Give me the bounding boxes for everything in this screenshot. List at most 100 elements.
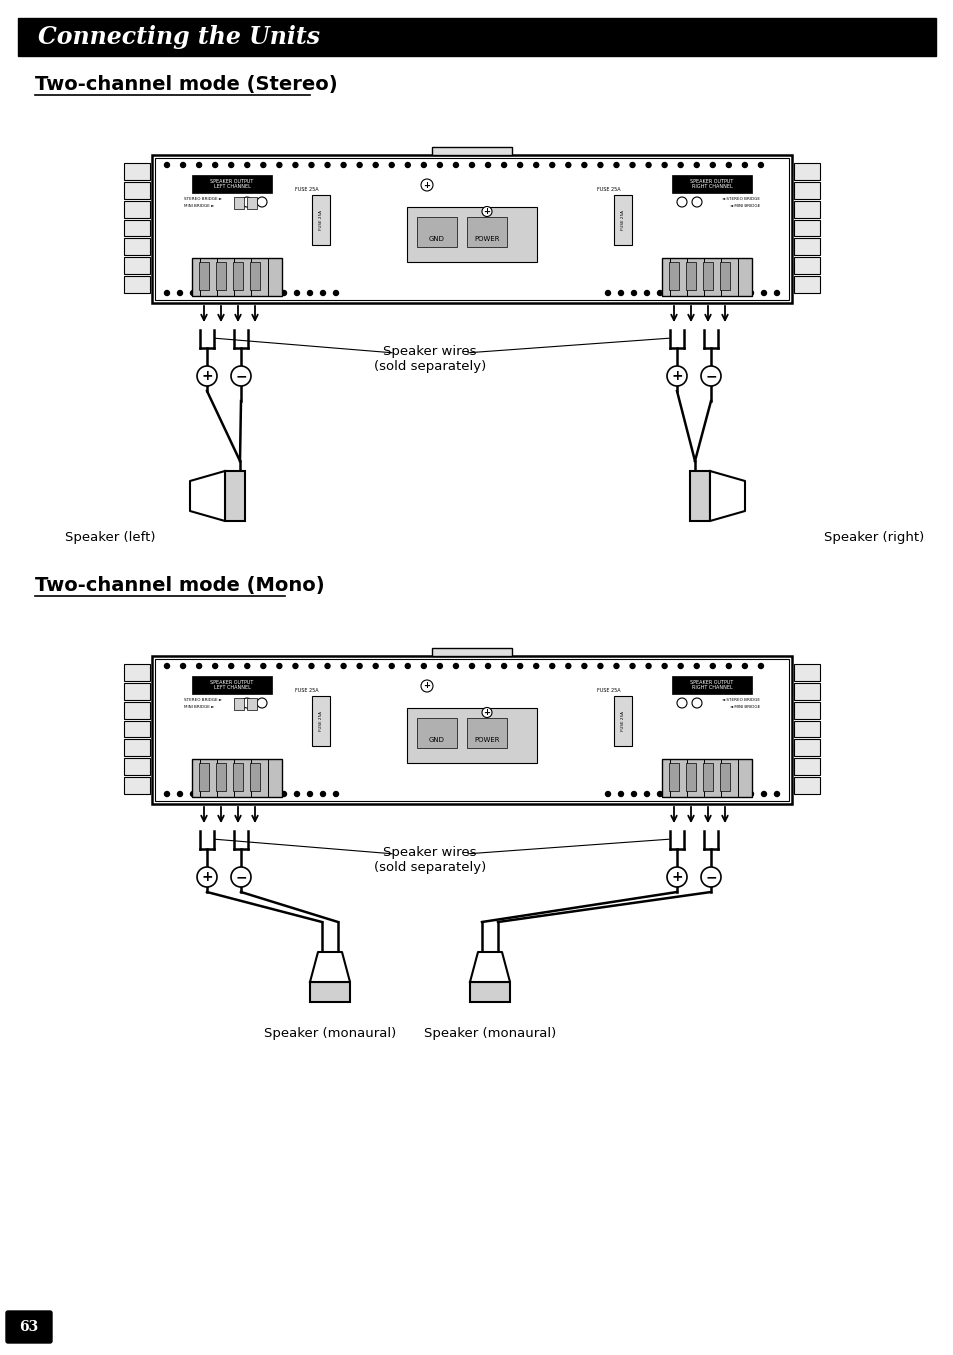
Bar [124,182,150,199]
Text: +: + [423,682,430,691]
Circle shape [735,791,740,797]
Circle shape [320,791,325,797]
Circle shape [260,163,266,168]
Circle shape [678,163,682,168]
Circle shape [565,664,570,668]
Circle shape [469,664,474,668]
Text: ◄ MINI BRIDGE: ◄ MINI BRIDGE [729,205,760,209]
Circle shape [533,664,538,668]
Bar [470,982,510,1001]
Circle shape [196,664,201,668]
Circle shape [682,290,688,295]
Circle shape [760,791,765,797]
Circle shape [356,163,362,168]
Bar [671,175,751,192]
Circle shape [644,290,649,295]
Bar [192,175,272,192]
Text: +: + [423,180,430,190]
Circle shape [670,791,675,797]
Circle shape [725,163,731,168]
Circle shape [614,163,618,168]
Text: Two-channel mode (Mono): Two-channel mode (Mono) [35,576,324,595]
Circle shape [309,163,314,168]
Circle shape [678,664,682,668]
Circle shape [256,196,267,207]
Circle shape [645,664,650,668]
Circle shape [276,163,281,168]
Circle shape [256,698,267,709]
Circle shape [196,366,216,386]
Circle shape [281,791,286,797]
Circle shape [709,290,714,295]
Bar [467,217,506,247]
Bar [793,182,820,199]
Circle shape [721,791,727,797]
Bar [124,257,150,274]
Circle shape [598,163,602,168]
Circle shape [180,664,185,668]
Circle shape [725,664,731,668]
Circle shape [629,163,635,168]
Text: Speaker wires
(sold separately): Speaker wires (sold separately) [374,346,486,373]
Circle shape [421,664,426,668]
Circle shape [774,791,779,797]
Circle shape [242,698,252,709]
Text: SPEAKER OUTPUT
LEFT CHANNEL: SPEAKER OUTPUT LEFT CHANNEL [210,680,253,691]
Circle shape [677,698,686,709]
Circle shape [657,290,661,295]
Bar [247,196,256,209]
Circle shape [373,163,377,168]
Circle shape [196,163,201,168]
Bar [124,759,150,775]
Bar [614,696,631,747]
Bar [312,195,330,245]
Circle shape [682,791,688,797]
Bar [702,763,712,791]
Circle shape [196,867,216,888]
Bar [124,721,150,737]
Text: −: − [704,870,716,883]
Bar [793,740,820,756]
Bar [233,196,244,209]
Bar [432,648,512,656]
Circle shape [164,664,170,668]
Circle shape [268,791,274,797]
Bar [233,262,243,290]
Bar [793,683,820,699]
Bar [685,763,696,791]
Bar [233,763,243,791]
Circle shape [666,366,686,386]
Circle shape [598,664,602,668]
Circle shape [177,290,182,295]
Bar [154,659,788,801]
Text: STEREO BRIDGE ►: STEREO BRIDGE ► [184,698,222,702]
Circle shape [758,664,762,668]
Bar [432,146,512,154]
Circle shape [260,664,266,668]
Circle shape [164,290,170,295]
Circle shape [255,791,260,797]
Bar [671,676,751,694]
Bar [793,257,820,274]
Bar [661,257,751,295]
Polygon shape [709,472,744,522]
Circle shape [421,163,426,168]
Circle shape [709,791,714,797]
Circle shape [420,680,433,692]
Text: GND: GND [429,737,444,743]
Bar [124,163,150,180]
Text: SPEAKER OUTPUT
LEFT CHANNEL: SPEAKER OUTPUT LEFT CHANNEL [210,179,253,190]
Text: 63: 63 [19,1320,38,1335]
Bar [467,718,506,748]
Circle shape [255,290,260,295]
Text: MINI BRIDGE ►: MINI BRIDGE ► [184,205,214,209]
Circle shape [216,791,221,797]
Circle shape [341,664,346,668]
Circle shape [710,163,715,168]
Circle shape [581,664,586,668]
Circle shape [294,791,299,797]
Text: Speaker (right): Speaker (right) [822,531,923,543]
Circle shape [481,707,492,718]
Bar [407,707,537,763]
Circle shape [203,791,209,797]
